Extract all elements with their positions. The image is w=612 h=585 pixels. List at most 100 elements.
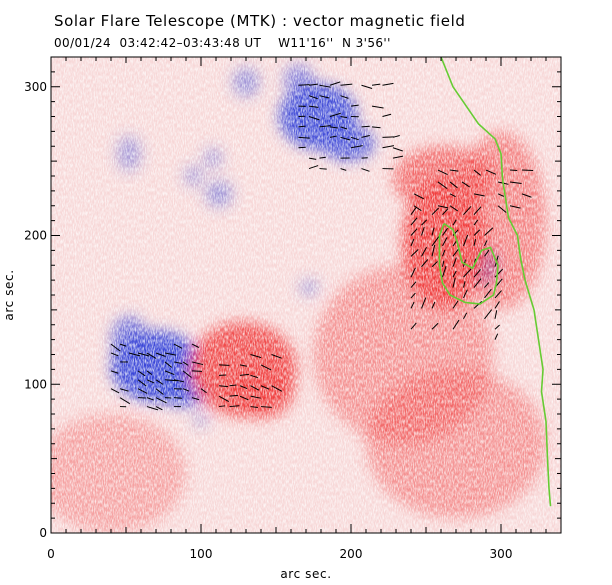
field-vector	[361, 168, 370, 172]
contour-lines	[438, 57, 552, 507]
field-vector	[410, 301, 415, 309]
x-tick-label: 200	[340, 547, 363, 561]
field-vector	[421, 259, 429, 268]
field-vector	[410, 238, 415, 247]
field-vector	[361, 125, 370, 128]
field-vector	[119, 397, 131, 405]
field-vector	[437, 181, 448, 190]
field-vector	[350, 145, 363, 149]
field-vector	[298, 84, 310, 86]
field-vector	[421, 247, 428, 257]
field-vector	[473, 219, 479, 226]
field-vector	[110, 352, 119, 357]
field-vector	[298, 136, 310, 139]
field-vector	[431, 301, 436, 309]
field-vector	[431, 227, 435, 236]
field-vector	[452, 229, 459, 236]
field-vector	[308, 116, 320, 121]
field-vector	[250, 354, 262, 359]
field-vector	[463, 268, 472, 278]
field-vector	[449, 193, 456, 198]
field-vector	[410, 292, 416, 299]
field-vector	[449, 181, 458, 189]
field-vector	[452, 300, 459, 309]
field-vector	[218, 405, 226, 408]
field-vector	[319, 156, 326, 159]
field-vector	[182, 361, 189, 366]
field-vector	[410, 249, 419, 257]
field-vector	[340, 126, 348, 130]
field-vector	[463, 312, 468, 320]
field-vector	[442, 266, 447, 278]
field-vector	[250, 395, 261, 399]
field-vector	[484, 249, 490, 257]
field-vector	[494, 290, 502, 299]
field-vector	[473, 206, 482, 216]
field-vector	[452, 219, 457, 226]
field-vector	[191, 397, 200, 401]
field-vector	[260, 385, 270, 390]
field-vector	[485, 169, 497, 175]
field-vector	[250, 374, 258, 379]
field-vector	[329, 112, 341, 117]
field-vector	[308, 83, 318, 86]
field-vector	[431, 236, 440, 247]
field-vector	[509, 181, 522, 185]
field-vector	[442, 260, 445, 267]
vector-field	[110, 81, 534, 411]
field-vector	[463, 234, 469, 247]
field-vector	[494, 301, 500, 309]
field-vector	[218, 364, 230, 366]
field-vector	[319, 95, 330, 99]
field-vector	[308, 157, 317, 160]
field-vector	[431, 207, 439, 216]
field-vector	[164, 379, 177, 382]
field-vector	[200, 388, 207, 394]
axis-tick-labels: 0 100 200 300 0 100 200 300	[24, 80, 512, 561]
field-vector	[137, 370, 146, 377]
field-vector	[473, 239, 477, 247]
field-vector	[382, 82, 394, 86]
field-vector	[410, 207, 417, 215]
field-vector	[260, 406, 272, 408]
field-vector	[463, 206, 472, 216]
field-vector	[329, 135, 337, 138]
field-vector	[431, 261, 438, 268]
field-vector	[173, 361, 182, 364]
x-tick-label: 300	[490, 547, 513, 561]
field-vector	[484, 282, 490, 288]
field-vector	[250, 406, 258, 408]
field-vector	[110, 388, 120, 394]
field-vector	[509, 205, 521, 209]
field-vector	[371, 105, 384, 109]
field-vector	[484, 288, 492, 299]
field-vector	[371, 126, 381, 129]
region-contour	[438, 222, 499, 305]
field-vector	[463, 281, 466, 288]
field-vector	[410, 267, 416, 278]
field-vector	[421, 226, 425, 236]
field-vector	[128, 352, 141, 357]
field-vector	[340, 83, 353, 86]
field-vector	[191, 361, 204, 366]
field-vector	[521, 193, 532, 198]
field-vector	[239, 373, 250, 376]
field-vector	[473, 278, 482, 288]
field-vector	[449, 205, 459, 212]
field-vector	[413, 193, 424, 200]
field-vector	[437, 205, 449, 209]
field-vector	[110, 343, 121, 352]
field-vector	[329, 81, 341, 86]
field-vector	[146, 397, 154, 401]
field-vector	[442, 227, 448, 236]
chart-subtitle: 00/01/24 03:42:42–03:43:48 UT W11'16'' N…	[54, 36, 391, 50]
field-vector	[146, 379, 155, 384]
field-vector	[110, 370, 119, 374]
y-tick-label: 300	[24, 80, 47, 94]
field-vector	[350, 104, 359, 107]
field-vector	[260, 364, 272, 371]
field-vector	[229, 405, 240, 408]
field-vector	[484, 227, 494, 236]
field-vector	[442, 208, 449, 216]
